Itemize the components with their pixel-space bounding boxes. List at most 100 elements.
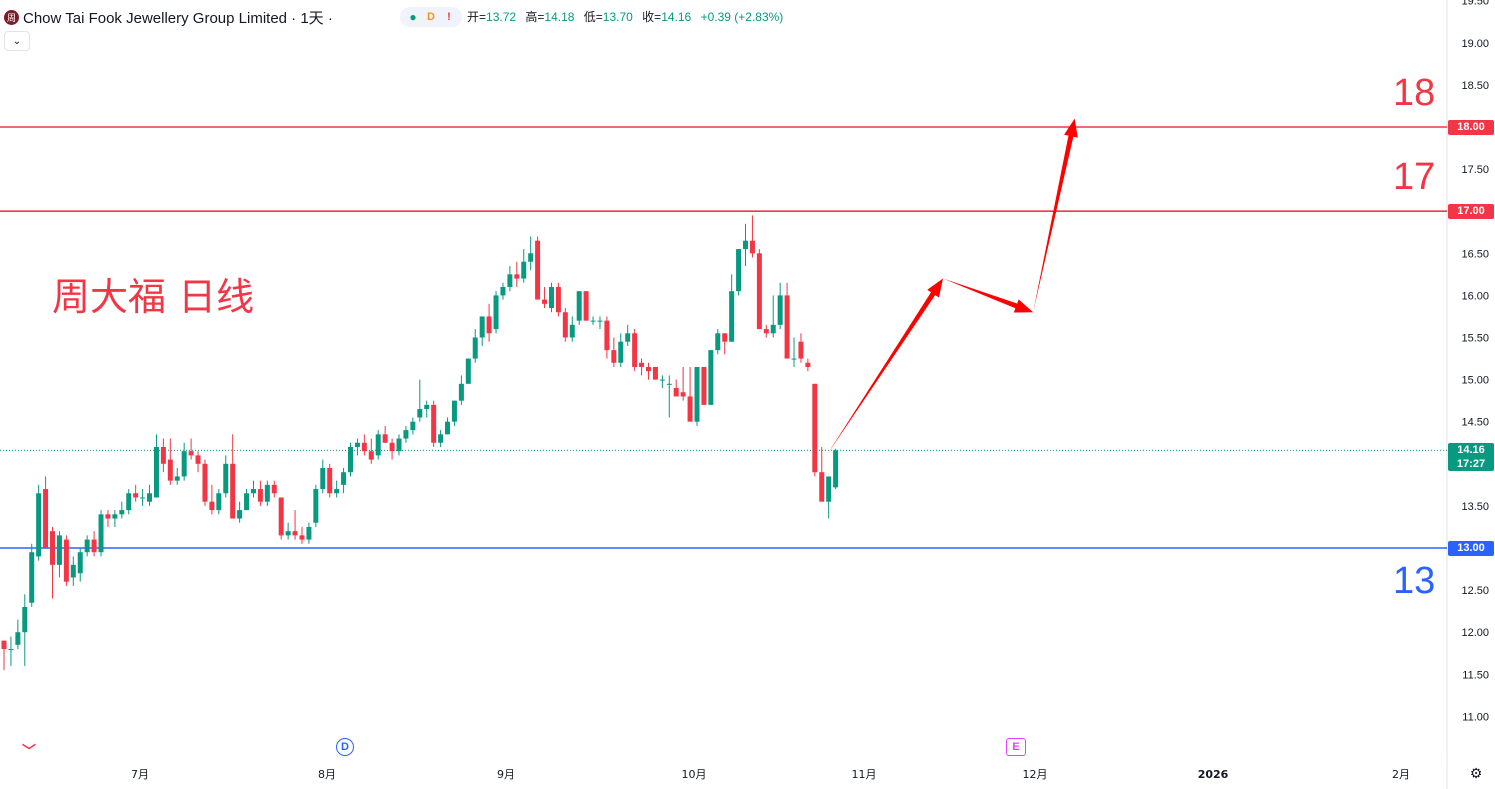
projection-arrow [826,278,944,456]
candle-body [652,366,658,380]
x-tick-label: 11月 [852,768,877,781]
candle-body [528,253,534,262]
y-tick-label: 12.50 [1461,585,1489,597]
candle-body [749,240,755,254]
candle-body [645,366,651,372]
candle-body [327,468,333,494]
candle-body [736,249,742,292]
candle-body [826,476,832,502]
candle-body [126,493,132,511]
earnings-marker-icon[interactable]: E [1006,738,1026,756]
y-tick-label: 19.50 [1461,0,1489,8]
bar-countdown: 17:27 [1456,458,1486,470]
symbol-title[interactable]: Chow Tai Fook Jewellery Group Limited · … [23,9,333,27]
symbol-logo[interactable]: 周 [4,9,19,25]
candle-body [354,442,360,447]
level-label-17[interactable]: 17 [1393,156,1436,198]
candle-body [119,510,125,515]
projection-arrow [1033,118,1078,313]
warning-icon[interactable]: ! [447,11,451,23]
candle-body [292,531,298,536]
ohlc-open-value: 13.72 [486,10,517,24]
candle-body [791,358,797,360]
y-tick-label: 15.00 [1461,375,1489,387]
price-badge-13[interactable]: 13.00 [1448,541,1494,556]
candle-body [209,501,215,511]
ohlc-open-key: 开= [467,10,487,24]
candle-body [264,484,270,502]
candle-body [8,649,14,651]
candle-body [43,489,49,548]
candle-body [403,430,409,439]
candle-body [729,291,735,342]
chevron-down-icon[interactable]: ﹀ [22,743,36,759]
candle-body [105,514,111,519]
candle-body [417,409,423,418]
candle-body [722,333,728,342]
candle-body [98,514,104,553]
candle-body [451,400,457,422]
candle-body [431,404,437,443]
gear-icon[interactable]: ⚙ [1469,764,1483,781]
candle-body [756,253,762,330]
candle-body [507,274,513,287]
current-price-badge[interactable]: 14.16 17:27 [1448,443,1494,471]
candle-body [687,396,693,422]
candle-body [22,606,28,633]
candle-body [493,295,499,330]
candle-body [348,446,353,473]
delayed-data-icon[interactable]: D [427,11,435,23]
candle-body [230,463,236,519]
candle-body [479,316,485,338]
candle-body [625,333,631,342]
candle-body [659,379,665,381]
ohlc-close-value: 14.16 [661,10,692,24]
candle-body [320,468,326,490]
x-tick-label: 7月 [131,768,149,781]
ohlc-change-value: +0.39 (+2.83%) [700,10,784,24]
candle-body [285,531,291,536]
candle-body [514,274,520,279]
candle-body [618,341,624,363]
current-price-value: 14.16 [1457,444,1485,456]
price-badge-17[interactable]: 17.00 [1448,204,1494,219]
candle-body [472,337,478,359]
candle-body [257,489,263,502]
level-label-18[interactable]: 18 [1393,72,1436,114]
y-tick-label: 11.00 [1462,711,1489,723]
candle-body [133,493,139,498]
candle-body [70,564,76,578]
candle-body [673,388,679,397]
candle-body [445,421,451,435]
candle-body [223,463,229,494]
candle-body [784,295,790,359]
candle-body [36,493,42,557]
candle-body [743,240,749,250]
candle-body [237,510,243,519]
candle-body [763,329,769,334]
candle-body [555,286,561,313]
x-tick-label: 10月 [682,768,707,781]
ohlc-readout: 开=13.72 高=14.18 低=13.70 收=14.16 +0.39 (+… [467,8,789,25]
candle-body [805,362,811,367]
candle-body [160,446,166,464]
level-label-13[interactable]: 13 [1393,560,1436,602]
candle-body [334,489,340,494]
collapse-legend-button[interactable]: ⌄ [4,31,30,51]
candle-body [56,535,62,565]
candle-body [91,539,97,553]
y-tick-label: 15.50 [1461,333,1489,345]
candle-body [181,451,187,477]
y-tick-label: 17.50 [1461,164,1489,176]
candle-body [770,324,776,334]
candle-body [299,535,305,540]
candle-body [521,261,527,279]
dividend-marker-icon[interactable]: D [336,738,354,756]
ohlc-low-value: 13.70 [602,10,633,24]
annotation-title[interactable]: 周大福 日线 [52,275,255,319]
market-status-icon[interactable]: ● [409,10,417,24]
candle-body [639,362,645,367]
candle-body [666,383,672,385]
price-badge-18[interactable]: 18.00 [1448,120,1494,135]
